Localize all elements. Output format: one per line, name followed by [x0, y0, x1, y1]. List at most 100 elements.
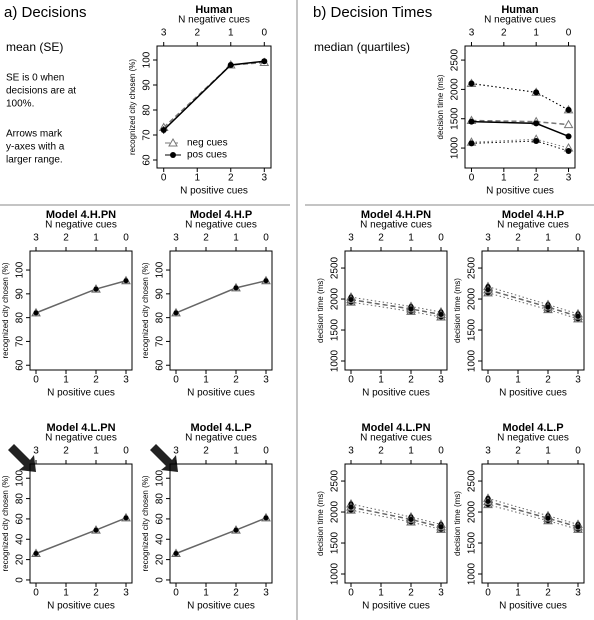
x2-tick-label: 3	[161, 28, 167, 39]
x2-tick-label: 3	[348, 446, 354, 457]
x2-axis-label: N negative cues	[178, 15, 250, 26]
legend-marker	[168, 137, 178, 147]
x2-tick-label: 0	[123, 446, 129, 457]
x-tick-label: 1	[515, 375, 521, 386]
x-tick-label: 2	[545, 588, 551, 599]
x2-axis-label: N negative cues	[185, 433, 257, 444]
legend-label: pos cues	[187, 150, 227, 161]
quartile-line	[487, 292, 579, 320]
circle-marker	[408, 516, 414, 522]
x-tick-label: 3	[438, 588, 444, 599]
x-axis-label: N positive cues	[47, 388, 115, 399]
circle-marker	[123, 278, 129, 284]
x2-tick-label: 3	[33, 446, 39, 457]
y-axis-label: decision time (ms)	[316, 491, 325, 556]
x-axis-label: N positive cues	[362, 601, 430, 612]
range-arrow	[8, 444, 36, 472]
x-tick-label: 1	[63, 375, 69, 386]
range-arrow	[150, 444, 178, 472]
series-line	[163, 60, 265, 131]
heading: a) Decisions	[4, 4, 87, 21]
x-axis-label: N positive cues	[486, 186, 554, 197]
legend-label: neg cues	[187, 138, 228, 149]
y-tick-label: 90	[15, 288, 26, 300]
x2-tick-label: 3	[173, 446, 179, 457]
x2-tick-label: 0	[438, 233, 444, 244]
plot-frame	[169, 250, 273, 371]
x-axis-label: N positive cues	[180, 186, 248, 197]
circle-marker	[533, 89, 540, 96]
quartile-line	[471, 83, 569, 111]
circle-marker	[173, 310, 179, 316]
x-tick-label: 1	[501, 173, 507, 184]
note: SE is 0 when	[6, 73, 64, 84]
y-tick-label: 80	[155, 312, 166, 324]
quartile-line	[350, 509, 442, 530]
x2-axis-label: N negative cues	[360, 433, 432, 444]
circle-marker	[545, 515, 551, 521]
x2-tick-label: 1	[93, 233, 99, 244]
quartile-line	[350, 296, 442, 313]
y-axis-label: recognized city chosen (%)	[128, 59, 137, 155]
circle-marker	[173, 551, 179, 557]
x-axis-label: N positive cues	[187, 601, 255, 612]
circle-marker	[468, 80, 475, 87]
x2-tick-label: 1	[233, 446, 239, 457]
x2-tick-label: 1	[228, 28, 234, 39]
subheading: mean (SE)	[6, 40, 63, 54]
y-tick-label: 1500	[450, 107, 461, 130]
y-tick-label: 1000	[330, 562, 341, 585]
heading: b) Decision Times	[313, 4, 432, 21]
plot-frame	[169, 463, 273, 584]
x-tick-label: 2	[545, 375, 551, 386]
circle-marker	[93, 527, 99, 533]
x2-axis-label: N negative cues	[360, 220, 432, 231]
x-tick-label: 3	[123, 588, 129, 599]
x-tick-label: 2	[93, 375, 99, 386]
circle-marker	[468, 118, 475, 125]
x2-tick-label: 1	[545, 233, 551, 244]
quartile-line	[471, 138, 569, 149]
x2-tick-label: 0	[566, 28, 572, 39]
quartile-line	[487, 286, 579, 315]
plot-frame	[29, 463, 133, 584]
y-tick-label: 2000	[330, 287, 341, 310]
x-tick-label: 0	[173, 375, 179, 386]
x2-tick-label: 2	[515, 233, 521, 244]
y-tick-label: 2500	[467, 256, 478, 279]
y-tick-label: 20	[15, 554, 26, 566]
circle-marker	[348, 504, 354, 510]
circle-marker	[575, 313, 581, 319]
x-axis-label: N positive cues	[362, 388, 430, 399]
plot-frame	[156, 45, 272, 169]
x2-tick-label: 3	[469, 28, 475, 39]
x2-tick-label: 3	[173, 233, 179, 244]
x-tick-label: 3	[263, 588, 269, 599]
x2-tick-label: 2	[378, 233, 384, 244]
series-line	[175, 517, 267, 555]
x-tick-label: 2	[93, 588, 99, 599]
chart-title: Model 4.L.P	[502, 422, 563, 434]
circle-marker	[545, 304, 551, 310]
y-tick-label: 60	[142, 154, 153, 166]
y-tick-label: 2000	[467, 287, 478, 310]
x-tick-label: 1	[515, 588, 521, 599]
y-tick-label: 1000	[450, 136, 461, 159]
x-tick-label: 3	[566, 173, 572, 184]
circle-marker	[533, 138, 540, 145]
x-tick-label: 2	[228, 173, 234, 184]
x-tick-label: 1	[378, 375, 384, 386]
y-tick-label: 2000	[467, 500, 478, 523]
y-tick-label: 80	[15, 312, 26, 324]
y-tick-label: 1500	[467, 531, 478, 554]
x2-tick-label: 2	[63, 446, 69, 457]
chart-title: Model 4.H.P	[190, 209, 252, 221]
x2-axis-label: N negative cues	[497, 220, 569, 231]
series-line	[350, 506, 442, 528]
x2-tick-label: 2	[203, 233, 209, 244]
circle-marker	[438, 312, 444, 318]
x-axis-label: N positive cues	[187, 388, 255, 399]
x2-tick-label: 2	[378, 446, 384, 457]
circle-marker	[227, 62, 234, 68]
plot-frame	[344, 250, 448, 371]
